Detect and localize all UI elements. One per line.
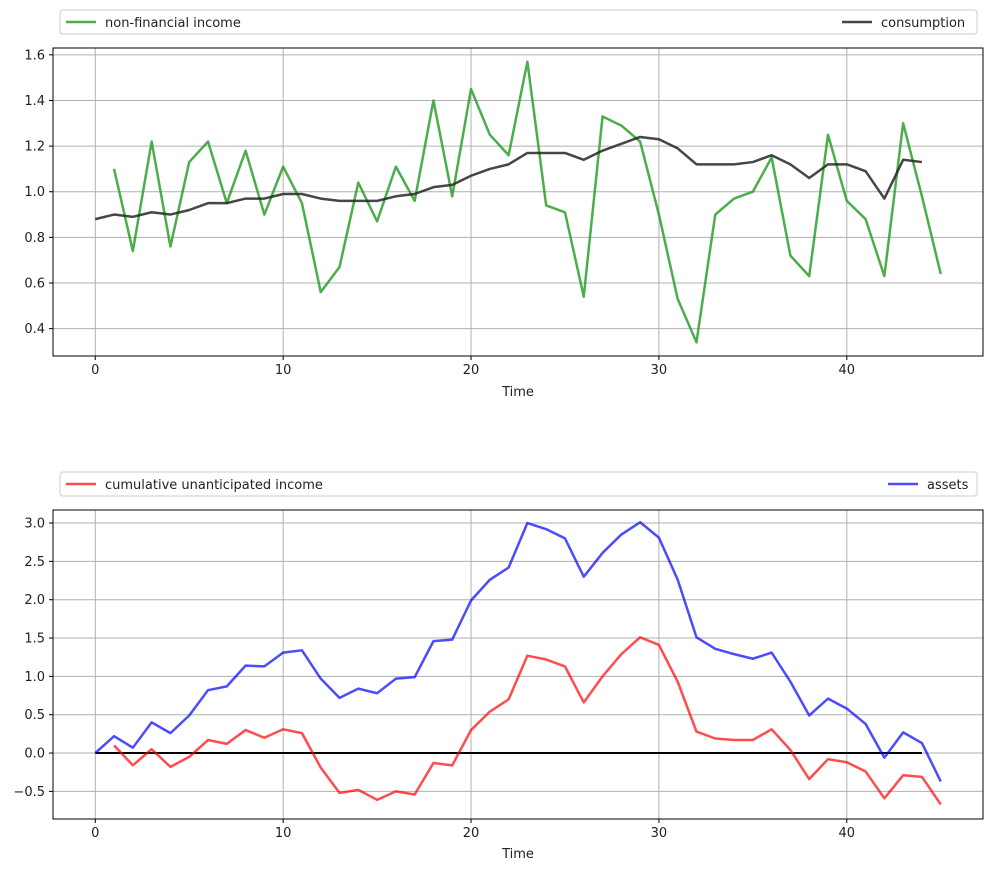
bottom-y-tick-label: 1.0 — [24, 670, 45, 685]
top-legend-label-non-financial-income: non-financial income — [105, 16, 241, 31]
top-grid — [53, 48, 983, 356]
bottom-x-tick-label: 10 — [275, 826, 292, 841]
bottom-y-tick-label: 3.0 — [24, 517, 45, 532]
top-x-tick-label: 10 — [275, 363, 292, 378]
top-y-tick-label: 0.6 — [24, 276, 45, 291]
bottom-y-tick-label: 0.5 — [24, 708, 45, 723]
top-series-line-consumption — [94, 135, 923, 221]
bottom-chart: cumulative unanticipated income assets 0… — [13, 471, 984, 862]
bottom-y-tick-label: 2.0 — [24, 593, 45, 608]
top-legend-frame — [59, 9, 978, 35]
top-ticks: 0 10 20 30 40 0.4 0.6 0.8 1.0 1.2 1.4 1.6 — [24, 48, 855, 378]
bottom-x-tick-label: 40 — [839, 826, 856, 841]
bottom-series-line-cumulative-unanticipated-income — [113, 636, 942, 806]
bottom-y-tick-label: 2.5 — [24, 555, 45, 570]
top-x-tick-label: 0 — [91, 363, 99, 378]
top-y-tick-label: 1.2 — [24, 140, 45, 155]
top-y-tick-label: 0.8 — [24, 231, 45, 246]
top-legend-label-consumption: consumption — [881, 16, 965, 31]
top-x-tick-label: 20 — [463, 363, 480, 378]
bottom-ticks: 0 10 20 30 40 −0.5 0.0 0.5 1.0 1.5 2.0 2.5 3.0 — [13, 517, 855, 841]
bottom-legend-label-assets: assets — [927, 478, 969, 493]
bottom-grid — [53, 510, 983, 819]
bottom-x-tick-label: 30 — [651, 826, 668, 841]
bottom-legend-label-cumulative-unanticipated-income: cumulative unanticipated income — [105, 478, 323, 493]
top-legend: non-financial income consumption — [59, 9, 978, 35]
top-x-tick-label: 30 — [651, 363, 668, 378]
bottom-y-tick-label: 0.0 — [24, 747, 45, 762]
bottom-series-line-assets — [94, 521, 942, 782]
bottom-x-tick-label: 0 — [91, 826, 99, 841]
top-plot-frame — [52, 47, 984, 357]
bottom-legend-frame — [59, 471, 978, 497]
top-chart: non-financial income consumption 0 10 20 30… — [24, 9, 984, 400]
top-y-tick-label: 0.4 — [24, 322, 45, 337]
bottom-x-axis-label: Time — [501, 847, 534, 862]
top-y-tick-label: 1.0 — [24, 185, 45, 200]
top-series-layer — [94, 60, 942, 344]
top-x-axis-label: Time — [501, 385, 534, 400]
top-y-tick-label: 1.4 — [24, 94, 45, 109]
bottom-x-tick-label: 20 — [463, 826, 480, 841]
bottom-plot-frame — [52, 509, 984, 820]
top-y-tick-label: 1.6 — [24, 48, 45, 63]
bottom-legend: cumulative unanticipated income assets — [59, 471, 978, 497]
top-series-line-non-financial-income — [112, 60, 942, 344]
bottom-y-tick-label: 1.5 — [24, 632, 45, 647]
top-x-tick-label: 40 — [839, 363, 856, 378]
bottom-series-layer — [94, 521, 942, 806]
bottom-y-tick-label: −0.5 — [13, 785, 45, 800]
